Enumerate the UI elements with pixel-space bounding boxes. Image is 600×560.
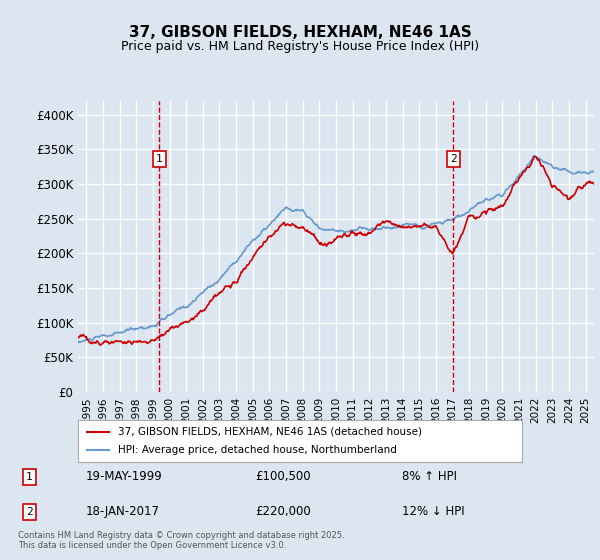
Text: HPI: Average price, detached house, Northumberland: HPI: Average price, detached house, Nort… [118, 445, 397, 455]
Text: 2: 2 [450, 154, 457, 164]
Text: 19-MAY-1999: 19-MAY-1999 [86, 470, 163, 483]
Text: £220,000: £220,000 [255, 505, 311, 519]
Text: 1: 1 [156, 154, 163, 164]
Text: 18-JAN-2017: 18-JAN-2017 [86, 505, 160, 519]
Text: 12% ↓ HPI: 12% ↓ HPI [401, 505, 464, 519]
Text: 2: 2 [26, 507, 32, 517]
Text: 1: 1 [26, 472, 32, 482]
Text: 37, GIBSON FIELDS, HEXHAM, NE46 1AS: 37, GIBSON FIELDS, HEXHAM, NE46 1AS [128, 25, 472, 40]
Text: Contains HM Land Registry data © Crown copyright and database right 2025.
This d: Contains HM Land Registry data © Crown c… [18, 530, 344, 550]
Text: 37, GIBSON FIELDS, HEXHAM, NE46 1AS (detached house): 37, GIBSON FIELDS, HEXHAM, NE46 1AS (det… [118, 427, 422, 437]
Text: Price paid vs. HM Land Registry's House Price Index (HPI): Price paid vs. HM Land Registry's House … [121, 40, 479, 53]
Text: £100,500: £100,500 [255, 470, 311, 483]
Text: 8% ↑ HPI: 8% ↑ HPI [401, 470, 457, 483]
